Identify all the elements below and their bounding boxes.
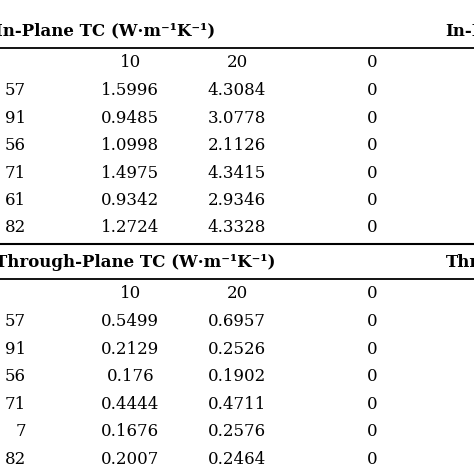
Text: In-Plane TC (W·m⁻¹K⁻¹): In-Plane TC (W·m⁻¹K⁻¹)	[0, 23, 216, 40]
Text: 10: 10	[120, 285, 141, 302]
Text: 0: 0	[367, 164, 377, 182]
Text: 0.4444: 0.4444	[101, 396, 160, 412]
Text: 0: 0	[367, 137, 377, 154]
Text: 56: 56	[5, 368, 26, 385]
Text: 0.2576: 0.2576	[208, 423, 266, 440]
Text: 20: 20	[227, 54, 247, 71]
Text: Through-Pla: Through-Pla	[446, 254, 474, 271]
Text: 4.3084: 4.3084	[208, 82, 266, 99]
Text: 0: 0	[367, 109, 377, 127]
Text: 20: 20	[227, 285, 247, 302]
Text: 71: 71	[5, 396, 26, 412]
Text: 7: 7	[16, 423, 26, 440]
Text: 3.0778: 3.0778	[208, 109, 266, 127]
Text: 0.2007: 0.2007	[101, 451, 160, 467]
Text: 0.9485: 0.9485	[101, 109, 159, 127]
Text: 0: 0	[367, 219, 377, 237]
Text: 4.3328: 4.3328	[208, 219, 266, 237]
Text: 0.6957: 0.6957	[208, 313, 266, 330]
Text: 1.5996: 1.5996	[101, 82, 159, 99]
Text: 0: 0	[367, 451, 377, 467]
Text: 1.4975: 1.4975	[101, 164, 159, 182]
Text: 0: 0	[367, 192, 377, 209]
Text: Through-Plane TC (W·m⁻¹K⁻¹): Through-Plane TC (W·m⁻¹K⁻¹)	[0, 254, 276, 271]
Text: 0.1902: 0.1902	[208, 368, 266, 385]
Text: 2.9346: 2.9346	[208, 192, 266, 209]
Text: 0: 0	[367, 82, 377, 99]
Text: 0.2526: 0.2526	[208, 341, 266, 357]
Text: 0: 0	[367, 423, 377, 440]
Text: 82: 82	[5, 451, 26, 467]
Text: 0.2129: 0.2129	[101, 341, 159, 357]
Text: 57: 57	[5, 82, 26, 99]
Text: 0.4711: 0.4711	[208, 396, 266, 412]
Text: 0.9342: 0.9342	[101, 192, 159, 209]
Text: 0: 0	[367, 313, 377, 330]
Text: 0: 0	[367, 396, 377, 412]
Text: 57: 57	[5, 313, 26, 330]
Text: 91: 91	[5, 341, 26, 357]
Text: 0: 0	[367, 54, 377, 71]
Text: 56: 56	[5, 137, 26, 154]
Text: 0.2464: 0.2464	[208, 451, 266, 467]
Text: 2.1126: 2.1126	[208, 137, 266, 154]
Text: 61: 61	[5, 192, 26, 209]
Text: 1.0998: 1.0998	[101, 137, 159, 154]
Text: 91: 91	[5, 109, 26, 127]
Text: 0: 0	[367, 285, 377, 302]
Text: 4.3415: 4.3415	[208, 164, 266, 182]
Text: 71: 71	[5, 164, 26, 182]
Text: In-Plane: In-Plane	[446, 23, 474, 40]
Text: 0: 0	[367, 368, 377, 385]
Text: 10: 10	[120, 54, 141, 71]
Text: 1.2724: 1.2724	[101, 219, 160, 237]
Text: 0.1676: 0.1676	[101, 423, 159, 440]
Text: 0: 0	[367, 341, 377, 357]
Text: 0.176: 0.176	[107, 368, 154, 385]
Text: 0.5499: 0.5499	[101, 313, 159, 330]
Text: 82: 82	[5, 219, 26, 237]
